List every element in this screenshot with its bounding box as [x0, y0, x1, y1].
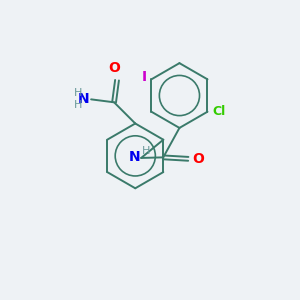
Text: H: H	[74, 100, 82, 110]
Text: H: H	[142, 146, 151, 157]
Text: H: H	[74, 88, 82, 98]
Text: Cl: Cl	[213, 105, 226, 118]
Text: N: N	[129, 150, 141, 164]
Text: O: O	[108, 61, 120, 75]
Text: I: I	[142, 70, 147, 84]
Text: N: N	[78, 92, 90, 106]
Text: O: O	[192, 152, 204, 166]
